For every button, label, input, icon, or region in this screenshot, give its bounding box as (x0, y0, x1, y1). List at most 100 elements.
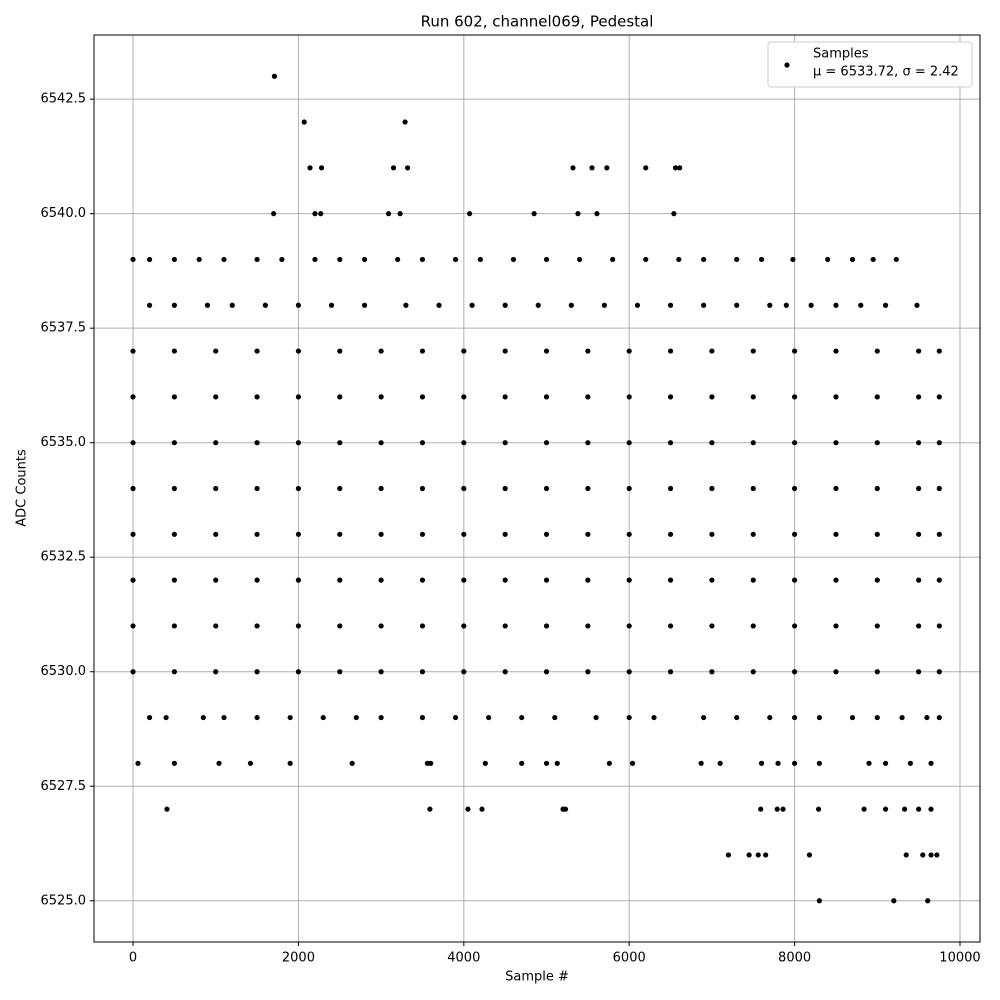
data-point (701, 714, 707, 721)
data-point (667, 302, 674, 308)
data-point (808, 302, 814, 308)
data-point (419, 348, 426, 354)
data-point (262, 302, 268, 308)
x-tick-label: 4000 (447, 951, 480, 966)
data-point (378, 348, 384, 354)
data-point (502, 577, 508, 583)
data-point (916, 531, 922, 537)
data-point (626, 348, 632, 354)
data-point (874, 485, 880, 492)
data-point (874, 531, 880, 537)
data-point (469, 302, 475, 308)
data-point (585, 348, 591, 354)
chart-title: Run 602, channel069, Pedestal (421, 13, 654, 31)
data-point (146, 714, 153, 721)
data-point (936, 531, 942, 537)
data-point (882, 302, 889, 308)
data-point (750, 531, 756, 537)
data-point (925, 898, 931, 904)
data-point (562, 806, 569, 812)
data-point (213, 485, 219, 492)
data-point (378, 577, 384, 583)
data-point (419, 256, 426, 263)
data-point (914, 302, 920, 308)
data-point (419, 394, 426, 400)
y-axis-label: ADC Counts (15, 449, 30, 527)
data-point (295, 394, 302, 400)
data-point (626, 485, 632, 492)
data-point (698, 760, 704, 766)
data-point (916, 485, 922, 492)
data-point (535, 302, 541, 308)
data-point (667, 531, 674, 537)
data-point (767, 714, 773, 721)
data-point (397, 211, 403, 217)
data-point (320, 714, 326, 721)
data-point (570, 165, 576, 171)
data-point (833, 348, 839, 354)
data-point (672, 165, 679, 171)
data-point (833, 669, 839, 675)
data-point (502, 485, 508, 492)
data-point (419, 577, 426, 583)
data-point (916, 348, 922, 354)
data-point (709, 440, 715, 446)
data-point (477, 256, 483, 263)
data-point (916, 394, 922, 400)
data-point (295, 577, 302, 583)
data-point (337, 531, 343, 537)
data-point (502, 440, 508, 446)
data-point (378, 623, 384, 629)
data-point (916, 440, 922, 446)
data-point (318, 211, 324, 217)
data-point (452, 256, 459, 263)
data-point (709, 669, 715, 675)
data-point (479, 806, 485, 812)
data-point (353, 714, 359, 721)
data-point (295, 623, 302, 629)
data-point (419, 531, 426, 537)
data-point (465, 806, 471, 812)
y-tick-label: 6532.5 (41, 550, 87, 565)
data-point (171, 623, 177, 629)
data-point (893, 256, 899, 263)
data-point (221, 714, 227, 721)
data-point (390, 165, 397, 171)
data-point (171, 440, 177, 446)
data-point (667, 669, 674, 675)
data-point (651, 714, 657, 721)
data-point (709, 394, 715, 400)
data-point (519, 714, 525, 721)
legend-note: μ = 6533.72, σ = 2.42 (813, 65, 959, 80)
data-point (594, 211, 600, 217)
data-point (221, 256, 227, 263)
data-point (734, 256, 740, 263)
data-point (213, 623, 219, 629)
data-point (301, 119, 307, 125)
data-point (816, 760, 823, 766)
data-point (936, 348, 942, 354)
data-point (312, 256, 318, 263)
data-point (337, 669, 343, 675)
data-point (833, 394, 839, 400)
data-point (899, 714, 905, 721)
data-point (171, 348, 177, 354)
data-point (734, 714, 740, 721)
data-point (825, 256, 831, 263)
plot-frame (93, 34, 981, 943)
data-point (461, 440, 467, 446)
data-point (589, 165, 595, 171)
data-point (254, 394, 260, 400)
data-point (585, 485, 591, 492)
data-point (395, 256, 401, 263)
data-point (171, 577, 177, 583)
data-point (626, 440, 632, 446)
data-point (791, 577, 798, 583)
data-point (874, 577, 880, 583)
data-point (734, 302, 740, 308)
data-point (750, 348, 756, 354)
data-point (833, 440, 839, 446)
data-point (378, 714, 384, 721)
data-point (502, 531, 508, 537)
